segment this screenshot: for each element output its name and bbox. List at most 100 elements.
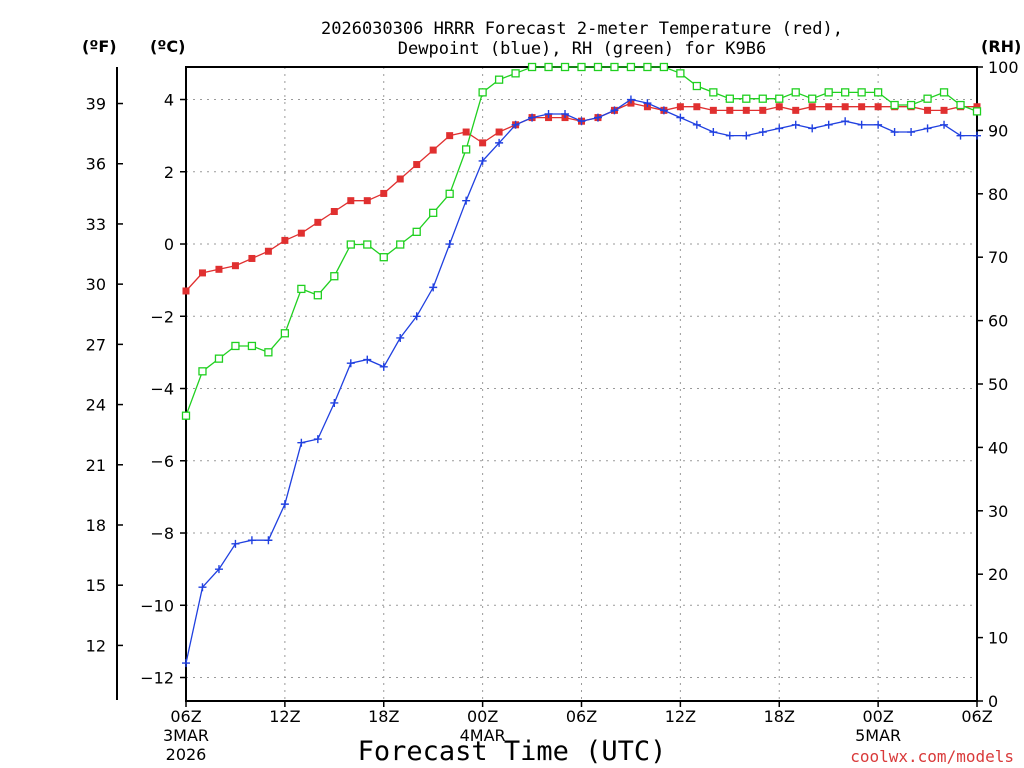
temperature-point	[742, 106, 750, 114]
rh-unit-label: (RH)	[981, 37, 1021, 56]
fahrenheit-tick-label: 33	[86, 215, 106, 234]
rh-point	[643, 62, 652, 72]
rh-point	[478, 88, 487, 97]
dewpoint-point	[214, 565, 223, 574]
rh-point	[214, 354, 224, 363]
rh-point	[956, 100, 965, 110]
temperature-point	[940, 106, 948, 114]
fahrenheit-tick-label: 36	[86, 155, 106, 174]
dewpoint-point	[231, 539, 240, 548]
dewpoint-point	[725, 131, 734, 140]
rh-tick-label: 100	[988, 58, 1019, 77]
celsius-tick-label: −10	[140, 596, 174, 615]
temperature-point	[709, 106, 717, 114]
dewpoint-point	[330, 398, 339, 407]
temperature-point	[429, 146, 437, 154]
dewpoint-point	[808, 124, 817, 133]
fahrenheit-tick-label: 18	[86, 516, 106, 535]
rh-point	[231, 341, 240, 351]
rh-point	[297, 284, 306, 294]
dewpoint-point	[742, 131, 751, 140]
temperature-point	[495, 128, 503, 136]
dewpoint-point	[973, 131, 981, 140]
rh-point	[313, 291, 322, 300]
dewpoint-point	[923, 124, 932, 133]
dewpoint-point	[874, 120, 883, 129]
dewpoint-point	[940, 120, 949, 129]
credit-text: coolwx.com/models	[850, 747, 1014, 766]
temperature-point	[413, 161, 421, 169]
rh-point	[725, 94, 734, 103]
temperature-point	[215, 265, 223, 273]
temperature-point	[775, 103, 783, 111]
rh-point	[676, 69, 685, 78]
rh-point	[873, 88, 883, 97]
dewpoint-point	[280, 500, 289, 509]
rh-point	[330, 272, 339, 281]
dewpoint-point	[544, 109, 553, 118]
temperature-point	[396, 175, 404, 183]
rh-tick-label: 30	[988, 502, 1008, 521]
rh-point	[742, 94, 751, 103]
rh-tick-label: 90	[988, 121, 1008, 140]
rh-point	[511, 69, 520, 78]
temperature-point	[825, 103, 833, 111]
dewpoint-point	[775, 124, 784, 133]
rh-point	[560, 62, 570, 72]
x-tick-label: 12Z	[269, 707, 300, 726]
dewpoint-point	[379, 362, 388, 371]
temperature-point	[281, 236, 289, 244]
temperature-point	[924, 106, 932, 114]
rh-point	[429, 208, 438, 217]
temperature-point	[314, 218, 322, 226]
dewpoint-point	[841, 117, 850, 126]
rh-point	[626, 62, 636, 72]
fahrenheit-tick-label: 12	[86, 636, 106, 655]
chart-title-line2: Dewpoint (blue), RH (green) for K9B6	[398, 39, 766, 59]
dewpoint-point	[643, 99, 652, 108]
dewpoint-point	[511, 120, 520, 129]
dewpoint-point	[824, 120, 833, 129]
x-date-label: 5MAR	[855, 726, 901, 745]
dewpoint-point	[709, 128, 718, 137]
dewpoint-point	[907, 128, 916, 137]
dewpoint-point	[692, 120, 701, 129]
dewpoint-point	[610, 106, 619, 115]
rh-point	[791, 88, 800, 97]
temperature-point	[231, 262, 239, 270]
rh-point	[923, 94, 932, 103]
temperature-point	[248, 254, 256, 262]
x-tick-label: 12Z	[665, 707, 696, 726]
celsius-unit-label: (ºC)	[150, 37, 185, 56]
x-axis-label: Forecast Time (UTC)	[358, 736, 667, 767]
rh-point	[396, 240, 405, 249]
rh-tick-label: 50	[988, 375, 1008, 394]
rh-point	[808, 94, 817, 103]
x-tick-label: 06Z	[961, 707, 992, 726]
dewpoint-point	[363, 355, 372, 364]
rh-point	[461, 145, 471, 154]
dewpoint-point	[528, 113, 537, 122]
rh-tick-label: 10	[988, 629, 1008, 648]
temperature-point	[759, 106, 767, 114]
celsius-tick-label: −6	[150, 452, 174, 471]
temperature-point	[462, 128, 470, 136]
rh-point	[857, 88, 866, 97]
rh-point	[412, 227, 421, 236]
dewpoint-point	[791, 120, 800, 129]
chart-title-line1: 2026030306 HRRR Forecast 2-meter Tempera…	[321, 19, 843, 39]
x-date-label: 4MAR	[460, 726, 506, 745]
rh-point	[841, 88, 850, 97]
data-series	[181, 62, 982, 668]
rh-tick-label: 0	[988, 692, 998, 711]
rh-point	[264, 348, 273, 357]
celsius-tick-label: −2	[150, 307, 174, 326]
celsius-tick-label: −4	[150, 380, 174, 399]
dewpoint-point	[462, 196, 471, 205]
x-tick-label: 06Z	[566, 707, 597, 726]
temperature-point	[874, 103, 882, 111]
x-year-label: 2026	[166, 745, 207, 764]
dewpoint-point	[264, 536, 273, 545]
dewpoint-point	[956, 131, 965, 140]
dewpoint-point	[495, 138, 504, 147]
